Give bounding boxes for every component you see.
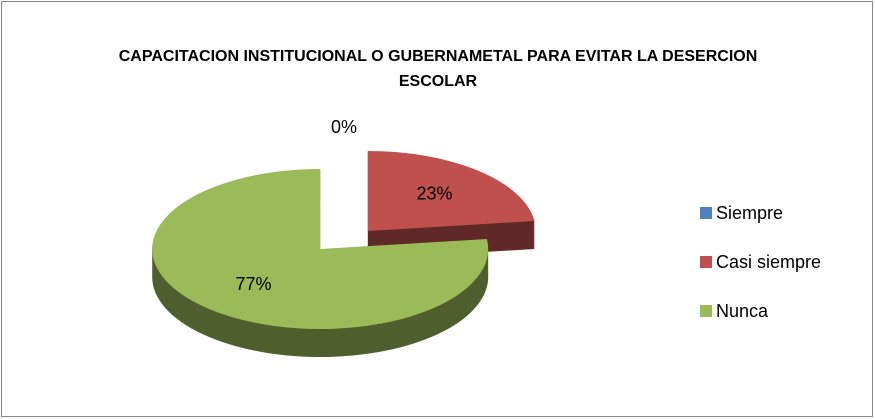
chart-title: CAPACITACION INSTITUCIONAL O GUBERNAMETA…	[118, 48, 758, 90]
slice	[367, 150, 535, 231]
data-label: 0%	[331, 117, 357, 137]
slice	[152, 169, 489, 330]
legend-label: Casi siempre	[716, 252, 821, 272]
legend-label: Nunca	[716, 301, 769, 321]
legend-label: Siempre	[716, 203, 783, 223]
data-label: 77%	[236, 274, 272, 294]
legend-swatch	[700, 256, 712, 268]
legend-swatch	[700, 207, 712, 219]
data-label: 23%	[416, 184, 452, 204]
legend-swatch	[700, 305, 712, 317]
